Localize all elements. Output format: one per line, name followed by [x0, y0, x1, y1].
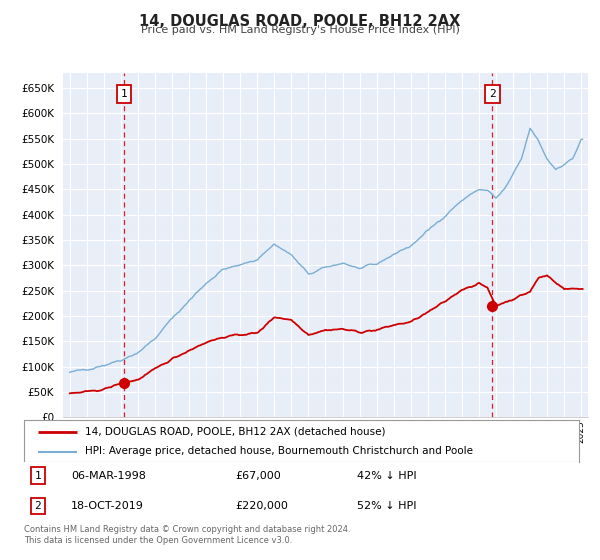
- Text: 14, DOUGLAS ROAD, POOLE, BH12 2AX: 14, DOUGLAS ROAD, POOLE, BH12 2AX: [139, 14, 461, 29]
- Text: HPI: Average price, detached house, Bournemouth Christchurch and Poole: HPI: Average price, detached house, Bour…: [85, 446, 473, 456]
- Text: 1: 1: [121, 89, 127, 99]
- Text: 2: 2: [35, 501, 41, 511]
- Text: 52% ↓ HPI: 52% ↓ HPI: [357, 501, 416, 511]
- Text: Price paid vs. HM Land Registry's House Price Index (HPI): Price paid vs. HM Land Registry's House …: [140, 25, 460, 35]
- Text: £220,000: £220,000: [235, 501, 288, 511]
- Text: Contains HM Land Registry data © Crown copyright and database right 2024.
This d: Contains HM Land Registry data © Crown c…: [24, 525, 350, 545]
- Text: 1: 1: [35, 470, 41, 480]
- Text: 2: 2: [489, 89, 496, 99]
- Text: £67,000: £67,000: [235, 470, 281, 480]
- Text: 18-OCT-2019: 18-OCT-2019: [71, 501, 144, 511]
- Text: 42% ↓ HPI: 42% ↓ HPI: [357, 470, 416, 480]
- Text: 06-MAR-1998: 06-MAR-1998: [71, 470, 146, 480]
- Text: 14, DOUGLAS ROAD, POOLE, BH12 2AX (detached house): 14, DOUGLAS ROAD, POOLE, BH12 2AX (detac…: [85, 427, 386, 437]
